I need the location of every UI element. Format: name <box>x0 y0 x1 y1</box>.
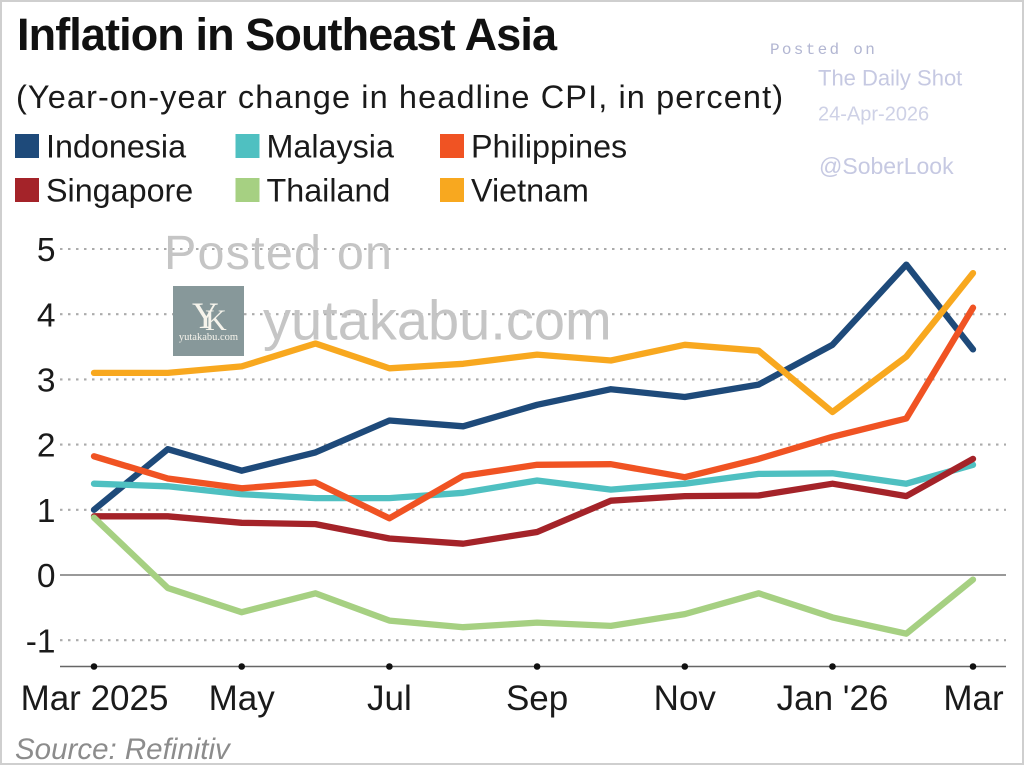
svg-text:-1: -1 <box>26 623 56 660</box>
svg-text:2: 2 <box>37 428 56 465</box>
svg-text:Thailand: Thailand <box>267 173 391 209</box>
svg-text:0: 0 <box>37 558 56 595</box>
svg-text:K: K <box>205 304 227 337</box>
svg-text:May: May <box>209 679 276 718</box>
svg-text:Nov: Nov <box>654 679 717 718</box>
svg-text:Source: Refinitiv: Source: Refinitiv <box>15 733 232 766</box>
svg-text:Jul: Jul <box>367 679 412 718</box>
svg-text:1: 1 <box>37 493 56 530</box>
svg-text:Posted on: Posted on <box>770 41 877 59</box>
svg-text:(Year-on-year change in headli: (Year-on-year change in headline CPI, in… <box>16 79 784 115</box>
svg-text:@SoberLook: @SoberLook <box>819 153 954 179</box>
svg-text:Jan '26: Jan '26 <box>777 679 889 718</box>
svg-text:The Daily Shot: The Daily Shot <box>818 66 962 91</box>
svg-text:Malaysia: Malaysia <box>267 129 394 165</box>
svg-text:Mar 2025: Mar 2025 <box>21 679 169 718</box>
svg-text:4: 4 <box>37 297 56 334</box>
svg-text:yutakabu.com: yutakabu.com <box>263 289 612 352</box>
svg-text:Sep: Sep <box>506 679 568 718</box>
svg-text:Y: Y <box>192 296 219 337</box>
svg-text:5: 5 <box>37 232 56 269</box>
svg-text:Mar: Mar <box>943 679 1004 718</box>
svg-text:yutakabu.com: yutakabu.com <box>179 332 238 343</box>
svg-text:Indonesia: Indonesia <box>46 129 186 165</box>
svg-text:24-Apr-2026: 24-Apr-2026 <box>818 104 929 126</box>
svg-text:Inflation in Southeast Asia: Inflation in Southeast Asia <box>17 9 558 60</box>
svg-text:3: 3 <box>37 363 56 400</box>
svg-text:Singapore: Singapore <box>46 173 193 209</box>
svg-text:Philippines: Philippines <box>471 129 627 165</box>
svg-text:Vietnam: Vietnam <box>471 173 589 209</box>
svg-text:Posted on: Posted on <box>164 226 393 280</box>
